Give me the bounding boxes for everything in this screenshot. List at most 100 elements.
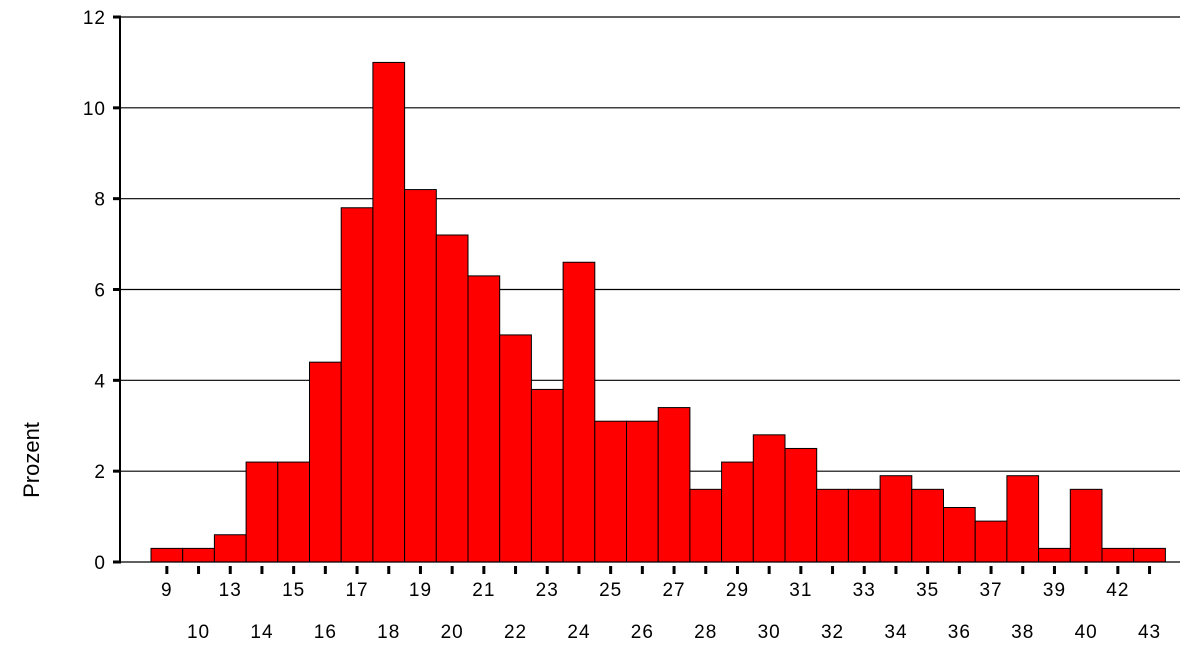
x-tick-label: 23	[536, 580, 559, 601]
x-tick-label: 34	[884, 622, 907, 643]
x-tick-mark	[672, 566, 676, 574]
bar	[277, 461, 310, 563]
bar	[1069, 488, 1103, 563]
x-tick-label: 13	[219, 580, 242, 601]
x-tick-mark	[989, 566, 993, 574]
x-tick-mark	[640, 566, 644, 574]
x-tick-label: 43	[1138, 622, 1161, 643]
x-tick-mark	[609, 566, 613, 574]
y-tick-label: 10	[83, 99, 106, 120]
x-tick-label: 10	[187, 622, 210, 643]
x-tick-mark	[1148, 566, 1152, 574]
x-tick-label: 22	[504, 622, 527, 643]
x-tick-label: 19	[409, 580, 432, 601]
bar	[530, 388, 564, 563]
x-tick-mark	[799, 566, 803, 574]
x-tick-mark	[704, 566, 708, 574]
x-tick-mark	[418, 566, 422, 574]
x-tick-mark	[1052, 566, 1056, 574]
x-tick-mark	[926, 566, 930, 574]
x-tick-mark	[1084, 566, 1088, 574]
x-tick-labels: 9 10 13 14 15 16 17 18 19 20 21 22 23 24 25 26 27 28 29 30 3…	[161, 566, 1161, 643]
x-tick-mark	[197, 566, 201, 574]
x-tick-label: 30	[758, 622, 781, 643]
x-tick-mark	[1116, 566, 1120, 574]
x-tick-label: 17	[345, 580, 368, 601]
x-tick-mark	[735, 566, 739, 574]
x-tick-label: 20	[441, 622, 464, 643]
x-tick-label: 14	[250, 622, 273, 643]
x-tick-mark	[514, 566, 518, 574]
x-tick-label: 26	[631, 622, 654, 643]
x-tick-mark	[894, 566, 898, 574]
grid-lines	[120, 16, 1180, 472]
x-tick-label: 38	[1011, 622, 1034, 643]
y-tick-label: 4	[94, 371, 106, 392]
x-tick-label: 27	[662, 580, 685, 601]
y-axis-label: Prozent	[19, 422, 44, 498]
y-tick-labels: 0 2 4 6 8 10 12	[83, 8, 121, 574]
x-tick-label: 16	[314, 622, 337, 643]
x-tick-mark	[323, 566, 327, 574]
x-tick-mark	[165, 566, 169, 574]
bar	[467, 275, 501, 563]
bar	[784, 447, 818, 563]
x-tick-label: 42	[1106, 580, 1129, 601]
x-tick-mark	[577, 566, 581, 574]
x-tick-label: 15	[282, 580, 305, 601]
x-tick-label: 29	[726, 580, 749, 601]
bar	[309, 361, 342, 563]
x-tick-label: 25	[599, 580, 622, 601]
bar	[404, 189, 437, 563]
bar	[911, 488, 944, 563]
bar	[245, 461, 279, 563]
bar	[594, 420, 627, 563]
bar	[340, 207, 374, 563]
bar	[847, 488, 881, 563]
x-tick-mark	[450, 566, 454, 574]
x-tick-mark	[260, 566, 264, 574]
x-tick-mark	[482, 566, 486, 574]
bar	[499, 334, 532, 563]
bar	[1038, 547, 1071, 563]
bar	[435, 234, 469, 563]
bar	[721, 461, 754, 563]
x-tick-label: 40	[1075, 622, 1098, 643]
x-tick-label: 21	[472, 580, 495, 601]
bar	[879, 475, 913, 563]
y-tick-label: 2	[94, 462, 106, 483]
bar	[752, 434, 786, 563]
x-tick-label: 31	[789, 580, 812, 601]
bar	[816, 488, 849, 563]
bar	[150, 547, 184, 563]
bar	[974, 520, 1008, 563]
bar	[562, 261, 596, 563]
bar	[372, 61, 406, 563]
x-tick-label: 24	[567, 622, 590, 643]
x-tick-label: 28	[694, 622, 717, 643]
y-tick-label: 6	[94, 281, 106, 302]
x-tick-mark	[957, 566, 961, 574]
x-tick-mark	[545, 566, 549, 574]
bar	[1006, 475, 1040, 563]
x-tick-label: 18	[377, 622, 400, 643]
bar	[213, 534, 247, 563]
bar	[626, 420, 659, 563]
x-tick-label: 32	[821, 622, 844, 643]
x-tick-mark	[292, 566, 296, 574]
x-tick-mark	[767, 566, 771, 574]
bar	[1101, 547, 1135, 563]
bar	[943, 507, 976, 563]
x-tick-mark	[228, 566, 232, 574]
bar	[689, 488, 723, 563]
bars	[150, 61, 1166, 563]
y-tick-label: 12	[83, 8, 106, 29]
x-tick-label: 39	[1043, 580, 1066, 601]
x-tick-mark	[355, 566, 359, 574]
x-tick-label: 37	[979, 580, 1002, 601]
x-tick-mark	[831, 566, 835, 574]
x-tick-label: 9	[161, 580, 173, 601]
x-tick-mark	[862, 566, 866, 574]
bar	[182, 547, 215, 563]
